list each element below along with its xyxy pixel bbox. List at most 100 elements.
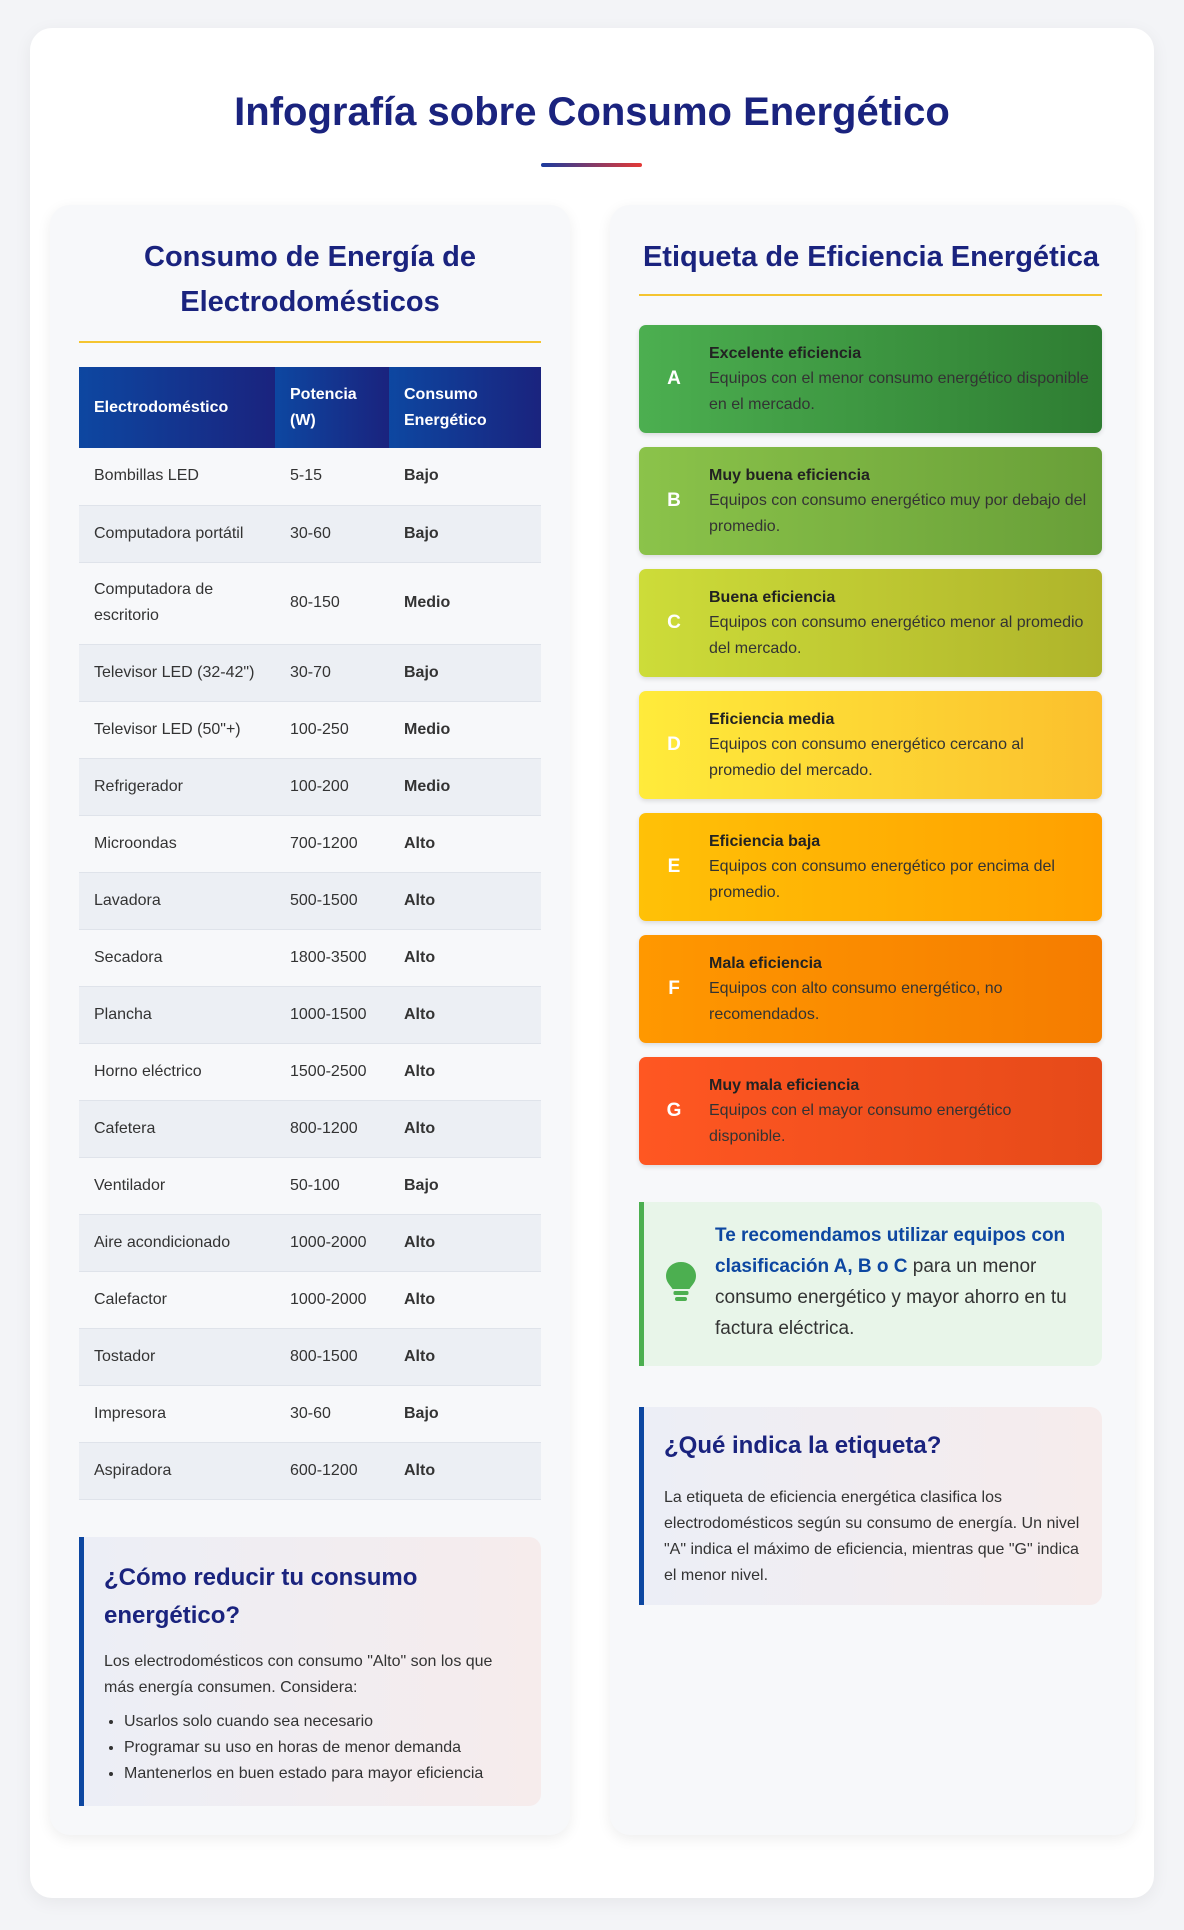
tips-list: Usarlos solo cuando sea necesario Progra… <box>104 1709 521 1787</box>
efficiency-labels: A Excelente eficiencia Equipos con el men… <box>639 325 1102 1179</box>
efficiency-label-d: D Eficiencia media Equipos con consumo en… <box>639 691 1102 799</box>
list-item: Usarlos solo cuando sea necesario <box>124 1709 521 1735</box>
consumption-level-cell: Medio <box>389 562 541 645</box>
appliances-title-underline <box>79 341 541 343</box>
table-row: Lavadora 500-1500 Alto <box>79 872 541 930</box>
label-description: Equipos con el menor consumo energético … <box>709 370 1089 413</box>
recommendation-highlight: Te recomendamos utilizar equipos con cla… <box>715 1225 1066 1277</box>
appliance-name-cell: Tostador <box>79 1328 275 1386</box>
table-row: Televisor LED (32-42") 30-70 Bajo <box>79 644 541 702</box>
table-row: Cafetera 800-1200 Alto <box>79 1100 541 1158</box>
power-cell: 1000-2000 <box>275 1214 389 1272</box>
consumption-level-cell: Alto <box>389 1214 541 1272</box>
label-title: Buena eficiencia <box>709 589 836 606</box>
power-cell: 800-1200 <box>275 1100 389 1158</box>
appliances-table-body: Bombillas LED 5-15 Bajo Computadora portáti… <box>79 448 541 1500</box>
appliance-name-cell: Computadora portátil <box>79 505 275 563</box>
appliance-name-cell: Plancha <box>79 986 275 1044</box>
table-row: Secadora 1800-3500 Alto <box>79 929 541 987</box>
label-letter: G <box>666 1100 682 1121</box>
appliance-name-cell: Computadora de escritorio <box>79 562 275 645</box>
efficiency-label-f: F Mala eficiencia Equipos con alto consum… <box>639 935 1102 1043</box>
table-row: Televisor LED (50"+) 100-250 Medio <box>79 701 541 759</box>
recommendation-text: Te recomendamos utilizar equipos con cla… <box>715 1220 1090 1344</box>
efficiency-label-g: G Muy mala eficiencia Equipos con el mayo… <box>639 1057 1102 1165</box>
table-header-row: Electrodoméstico Potencia (W) Consumo En… <box>79 367 541 448</box>
list-item: Mantenerlos en buen estado para mayor ef… <box>124 1761 521 1787</box>
table-row: Computadora de escritorio 80-150 Medio <box>79 562 541 645</box>
table-row: Aire acondicionado 1000-2000 Alto <box>79 1214 541 1272</box>
label-title: Eficiencia baja <box>709 833 821 850</box>
lightbulb-icon <box>666 1262 696 1301</box>
table-row: Computadora portátil 30-60 Bajo <box>79 505 541 563</box>
recommendation-box: Te recomendamos utilizar equipos con cla… <box>639 1202 1102 1366</box>
column-header-power: Potencia (W) <box>275 367 389 448</box>
label-letter: F <box>668 978 680 999</box>
label-title: Muy buena eficiencia <box>709 467 870 484</box>
appliance-name-cell: Lavadora <box>79 872 275 930</box>
appliances-panel: Consumo de Energía de Electrodomésticos … <box>50 205 570 1835</box>
label-letter: B <box>667 490 681 511</box>
label-title: Excelente eficiencia <box>709 345 862 362</box>
label-description: Equipos con el mayor consumo energético … <box>709 1102 1012 1145</box>
label-info-text: La etiqueta de eficiencia energética cla… <box>664 1489 1080 1584</box>
consumption-level-cell: Alto <box>389 1442 541 1500</box>
label-description: Equipos con consumo energético muy por d… <box>709 492 1087 535</box>
table-row: Impresora 30-60 Bajo <box>79 1385 541 1443</box>
appliance-name-cell: Refrigerador <box>79 758 275 816</box>
power-cell: 600-1200 <box>275 1442 389 1500</box>
power-cell: 30-70 <box>275 644 389 702</box>
appliance-name-cell: Ventilador <box>79 1157 275 1215</box>
power-cell: 700-1200 <box>275 815 389 873</box>
table-row: Plancha 1000-1500 Alto <box>79 986 541 1044</box>
appliance-name-cell: Impresora <box>79 1385 275 1443</box>
label-info-box: ¿Qué indica la etiqueta? La etiqueta de … <box>639 1407 1102 1605</box>
power-cell: 1000-1500 <box>275 986 389 1044</box>
label-info-title: ¿Qué indica la etiqueta? <box>664 1432 942 1459</box>
appliance-name-cell: Televisor LED (50"+) <box>79 701 275 759</box>
consumption-level-cell: Alto <box>389 1100 541 1158</box>
consumption-level-cell: Alto <box>389 929 541 987</box>
power-cell: 800-1500 <box>275 1328 389 1386</box>
consumption-level-cell: Bajo <box>389 448 541 506</box>
efficiency-label-e: E Eficiencia baja Equipos con consumo ene… <box>639 813 1102 921</box>
power-cell: 5-15 <box>275 448 389 506</box>
label-title: Mala eficiencia <box>709 955 822 972</box>
appliance-name-cell: Horno eléctrico <box>79 1043 275 1101</box>
efficiency-label-a: A Excelente eficiencia Equipos con el men… <box>639 325 1102 433</box>
appliance-name-cell: Cafetera <box>79 1100 275 1158</box>
label-letter: E <box>667 856 681 877</box>
consumption-level-cell: Medio <box>389 701 541 759</box>
label-letter: D <box>667 734 681 755</box>
label-description: Equipos con consumo energético por encim… <box>709 858 1055 901</box>
tips-title: ¿Cómo reducir tu consumo energético? <box>104 1564 418 1629</box>
label-letter: C <box>667 612 681 633</box>
efficiency-label-c: C Buena eficiencia Equipos con consumo en… <box>639 569 1102 677</box>
efficiency-label-b: B Muy buena eficiencia Equipos con consum… <box>639 447 1102 555</box>
appliance-name-cell: Aspiradora <box>79 1442 275 1500</box>
consumption-level-cell: Alto <box>389 1043 541 1101</box>
consumption-level-cell: Alto <box>389 986 541 1044</box>
label-description: Equipos con consumo energético cercano a… <box>709 736 1024 779</box>
power-cell: 1500-2500 <box>275 1043 389 1101</box>
label-title: Muy mala eficiencia <box>709 1077 860 1094</box>
column-header-appliance: Electrodoméstico <box>79 367 275 448</box>
tips-intro: Los electrodomésticos con consumo "Alto"… <box>104 1653 493 1696</box>
consumption-level-cell: Medio <box>389 758 541 816</box>
label-description: Equipos con alto consumo energético, no … <box>709 980 1003 1023</box>
appliances-title: Consumo de Energía de Electrodomésticos <box>144 241 476 318</box>
label-title: Eficiencia media <box>709 711 835 728</box>
appliance-name-cell: Aire acondicionado <box>79 1214 275 1272</box>
title-underline <box>541 163 642 167</box>
appliance-name-cell: Microondas <box>79 815 275 873</box>
tips-box: ¿Cómo reducir tu consumo energético? Los… <box>79 1537 541 1806</box>
appliance-name-cell: Televisor LED (32-42") <box>79 644 275 702</box>
power-cell: 100-250 <box>275 701 389 759</box>
consumption-level-cell: Alto <box>389 1271 541 1329</box>
power-cell: 1800-3500 <box>275 929 389 987</box>
power-cell: 30-60 <box>275 1385 389 1443</box>
consumption-level-cell: Alto <box>389 815 541 873</box>
power-cell: 100-200 <box>275 758 389 816</box>
appliances-table: Electrodoméstico Potencia (W) Consumo En… <box>79 367 541 1500</box>
page-title: Infografía sobre Consumo Energético <box>234 90 950 134</box>
